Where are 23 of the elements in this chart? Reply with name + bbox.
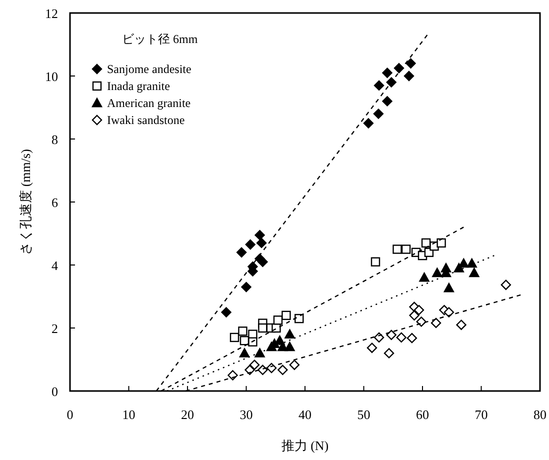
x-tick-label: 70	[474, 407, 488, 422]
y-axis-title: さく孔速度 (mm/s)	[18, 149, 33, 255]
x-tick-label: 50	[357, 407, 370, 422]
y-tick-label: 8	[52, 132, 58, 147]
x-tick-label: 10	[122, 407, 136, 422]
legend-label: Sanjome andesite	[107, 62, 192, 76]
x-tick-label: 0	[66, 407, 74, 422]
x-tick-label: 80	[534, 407, 546, 422]
y-tick-label: 4	[52, 258, 58, 273]
legend-title: ビット径 6mm	[122, 32, 198, 46]
x-tick-label: 30	[240, 407, 253, 422]
x-tick-label: 20	[181, 407, 194, 422]
x-tick-label: 40	[298, 407, 312, 422]
legend-label: American granite	[107, 96, 191, 110]
legend-label: Iwaki sandstone	[107, 113, 185, 127]
y-tick-label: 12	[45, 6, 58, 21]
y-tick-label: 2	[52, 321, 58, 336]
legend-label: Inada granite	[107, 79, 170, 93]
y-tick-label: 10	[45, 69, 58, 84]
x-tick-label: 60	[416, 407, 429, 422]
x-axis-title: 推力 (N)	[281, 438, 329, 453]
y-tick-label: 0	[52, 384, 58, 399]
y-tick-label: 6	[52, 195, 58, 210]
